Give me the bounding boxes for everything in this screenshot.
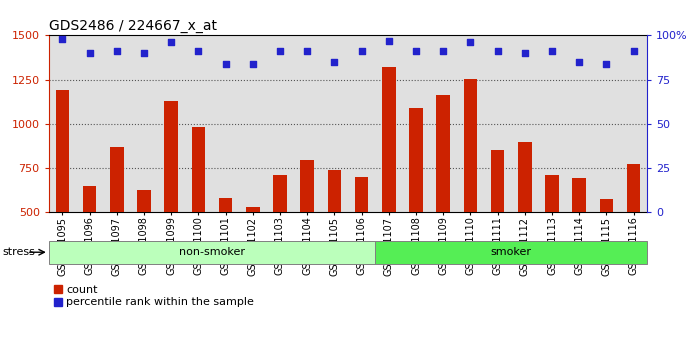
- Point: [166, 40, 177, 45]
- Point: [574, 59, 585, 65]
- Bar: [409, 108, 422, 301]
- Bar: [164, 101, 178, 301]
- Text: non-smoker: non-smoker: [179, 247, 245, 257]
- Bar: [273, 175, 287, 301]
- Point: [628, 48, 639, 54]
- Bar: [56, 90, 69, 301]
- Legend: count, percentile rank within the sample: count, percentile rank within the sample: [54, 285, 254, 307]
- Point: [383, 38, 395, 44]
- Point: [492, 48, 503, 54]
- Bar: [545, 175, 559, 301]
- Bar: [83, 186, 96, 301]
- Bar: [572, 178, 586, 301]
- Point: [84, 50, 95, 56]
- Text: GDS2486 / 224667_x_at: GDS2486 / 224667_x_at: [49, 19, 216, 33]
- Bar: [246, 207, 260, 301]
- Bar: [301, 160, 314, 301]
- Bar: [110, 147, 124, 301]
- Bar: [436, 95, 450, 301]
- Bar: [328, 170, 341, 301]
- Point: [247, 61, 258, 67]
- Bar: [191, 127, 205, 301]
- Bar: [491, 149, 505, 301]
- Point: [274, 48, 285, 54]
- Text: smoker: smoker: [491, 247, 532, 257]
- Point: [411, 48, 422, 54]
- Text: stress: stress: [3, 247, 35, 257]
- Bar: [355, 177, 368, 301]
- Bar: [219, 198, 232, 301]
- Point: [438, 48, 449, 54]
- Point: [356, 48, 367, 54]
- Point: [329, 59, 340, 65]
- Bar: [600, 199, 613, 301]
- Point: [57, 36, 68, 42]
- Bar: [382, 67, 395, 301]
- Point: [301, 48, 313, 54]
- Bar: [375, 241, 647, 264]
- Bar: [49, 241, 375, 264]
- Bar: [518, 143, 532, 301]
- Point: [519, 50, 530, 56]
- Point: [546, 48, 557, 54]
- Point: [465, 40, 476, 45]
- Bar: [464, 79, 477, 301]
- Point: [601, 61, 612, 67]
- Point: [139, 50, 150, 56]
- Point: [111, 48, 122, 54]
- Bar: [137, 190, 151, 301]
- Bar: [627, 164, 640, 301]
- Point: [193, 48, 204, 54]
- Point: [220, 61, 231, 67]
